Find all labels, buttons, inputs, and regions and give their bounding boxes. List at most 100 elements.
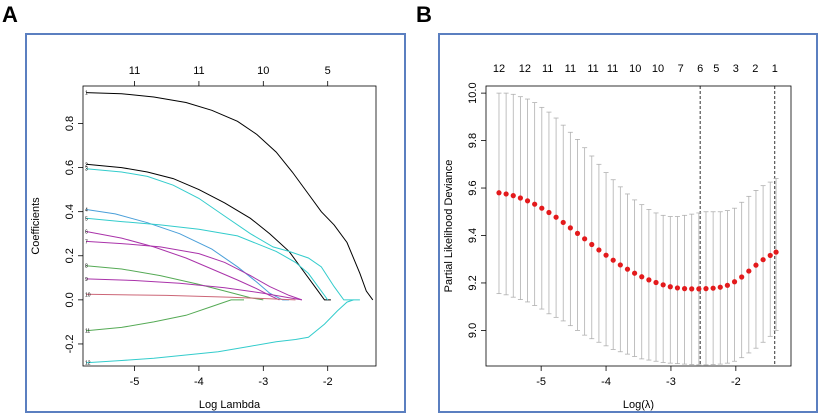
x-tick-label: -3: [666, 376, 676, 388]
mean-deviance-point: [717, 284, 723, 290]
y-tick-label: 0.6: [64, 160, 76, 175]
mean-deviance-point: [524, 198, 531, 204]
x-axis-label: Log Lambda: [199, 399, 261, 411]
y-tick-label: 0.4: [64, 204, 76, 219]
mean-deviance-point: [503, 191, 509, 197]
mean-deviance-point: [667, 284, 673, 290]
top-axis-label: 7: [678, 63, 684, 75]
mean-deviance-point: [574, 230, 581, 236]
y-tick-label: 10.0: [467, 82, 479, 103]
mean-deviance-point: [746, 268, 752, 274]
top-axis-label: 5: [325, 65, 331, 77]
mean-deviance-point: [773, 249, 779, 255]
mean-deviance-point: [639, 274, 645, 280]
coef-path-label: 8: [85, 264, 88, 270]
coef-path-6: [86, 231, 280, 301]
mean-deviance-point: [496, 190, 502, 196]
top-axis-label: 2: [752, 63, 758, 75]
top-axis-label: 1: [772, 63, 778, 75]
mean-deviance-point: [546, 209, 552, 216]
coef-path-10: [86, 293, 296, 301]
coef-path-4: [86, 209, 290, 301]
top-axis-label: 5: [713, 63, 719, 75]
mean-deviance-point: [660, 282, 666, 288]
x-tick-label: -5: [130, 376, 140, 388]
plot-area-frame: [82, 85, 377, 367]
mean-deviance-point: [753, 262, 759, 268]
y-tick-label: -0.2: [64, 334, 76, 353]
coefficient-path-chart: -5 -4 -3 -2 11 11 10 5 -0.2 0.0 0.2 0.4 0.6 0.8 Log La…: [30, 65, 377, 411]
top-axis-label: 10: [629, 63, 641, 75]
deviance-cv-chart: -5 -4 -3 -2 12 12 11 11 11 11 10 10 7 6 5 3 2 1 9.0 9.2 9.4 9…: [443, 63, 792, 411]
mean-deviance-point: [553, 214, 559, 220]
x-tick-label: -3: [258, 376, 268, 388]
y-tick-label: 9.0: [467, 323, 479, 338]
coef-path-label: 12: [85, 361, 91, 367]
mean-deviance-point: [689, 286, 695, 292]
panel-b-frame: -5 -4 -3 -2 12 12 11 11 11 11 10 10 7 6 5 3 2 1 9.0 9.2 9.4 9…: [438, 33, 818, 413]
coef-path-label: 10: [85, 292, 91, 298]
coef-path-5: [86, 217, 329, 301]
mean-deviance-point: [582, 236, 588, 242]
top-axis-label: 3: [733, 63, 739, 75]
mean-deviance-point: [724, 282, 731, 288]
mean-deviance-point: [696, 286, 702, 292]
mean-deviance-point: [632, 270, 638, 276]
coef-path-label: 3: [85, 167, 88, 173]
coef-path-1: [86, 92, 374, 301]
top-axis-label: 11: [129, 65, 140, 77]
x-tick-label: -4: [194, 376, 204, 388]
coef-path-label: 9: [85, 277, 88, 283]
y-axis-label: Coefficients: [30, 197, 42, 255]
coef-path-label: 11: [85, 329, 90, 335]
coef-path-11: [86, 299, 244, 332]
top-axis-label: 10: [652, 63, 664, 75]
coef-path-2: [86, 163, 331, 301]
coef-path-label: 4: [85, 207, 88, 213]
top-axis-label: 12: [493, 63, 505, 75]
y-tick-label: 9.4: [467, 228, 479, 243]
mean-deviance-point: [624, 266, 631, 272]
panel-b-label: B: [416, 2, 432, 27]
coef-path-3: [86, 168, 360, 301]
top-axis-label: 10: [257, 65, 269, 77]
mean-deviance-point: [510, 193, 516, 199]
mean-deviance-point: [603, 252, 609, 258]
top-axis-label: 11: [565, 63, 576, 75]
plot-area-frame: [485, 85, 792, 367]
coef-path-9: [86, 278, 302, 301]
mean-deviance-point: [517, 195, 523, 201]
y-tick-label: 0.2: [64, 248, 76, 263]
mean-deviance-point: [703, 286, 709, 292]
x-tick-label: -5: [536, 376, 546, 388]
mean-deviance-point: [539, 205, 545, 211]
mean-deviance-point: [674, 285, 681, 291]
mean-deviance-point: [646, 277, 652, 283]
mean-deviance-point: [710, 285, 716, 291]
x-tick-label: -2: [731, 376, 741, 388]
y-tick-label: 0.0: [64, 292, 76, 307]
coef-path-12: [86, 299, 354, 364]
y-tick-label: 0.8: [64, 116, 76, 131]
y-tick-label: 9.8: [467, 133, 479, 148]
mean-deviance-point: [596, 247, 602, 253]
x-tick-label: -2: [323, 376, 333, 388]
coef-path-label: 6: [85, 230, 88, 236]
coef-path-label: 1: [85, 91, 88, 97]
x-axis-label: Log(λ): [623, 399, 654, 411]
mean-deviance-point: [560, 219, 566, 226]
top-axis-label: 11: [193, 65, 204, 77]
mean-deviance-point: [589, 241, 595, 248]
top-axis-label: 11: [607, 63, 618, 75]
mean-deviance-point: [567, 225, 573, 231]
mean-deviance-point: [610, 257, 616, 263]
top-axis-label: 12: [519, 63, 531, 75]
mean-deviance-point: [681, 286, 688, 292]
y-tick-label: 9.6: [467, 180, 479, 195]
mean-deviance-point: [739, 274, 745, 280]
panel-a-label: A: [2, 2, 18, 27]
mean-deviance-point: [767, 252, 773, 259]
coef-path-label: 2: [85, 162, 88, 168]
top-axis-label: 6: [697, 63, 703, 75]
mean-deviance-point: [617, 262, 623, 268]
